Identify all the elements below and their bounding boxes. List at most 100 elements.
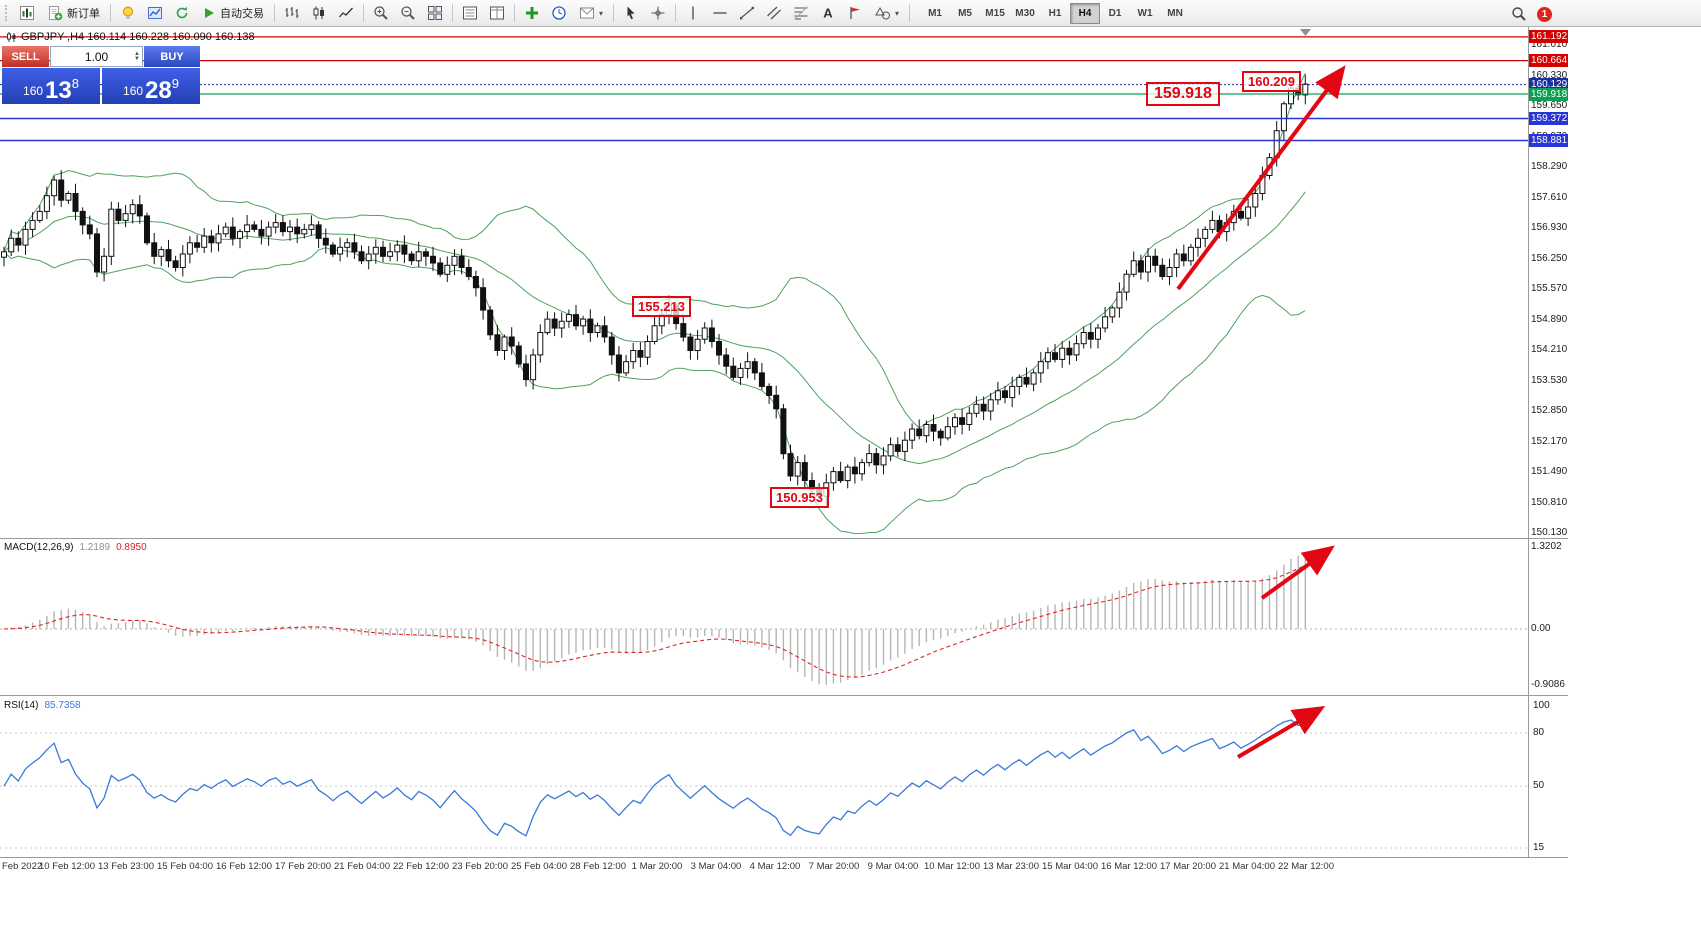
fibonacci-tool[interactable] <box>788 1 814 25</box>
tile-windows-button[interactable] <box>422 1 448 25</box>
chevron-down-icon: ▾ <box>895 8 900 18</box>
candlestick-chart-button[interactable] <box>306 1 332 25</box>
add-indicator-button[interactable] <box>519 1 545 25</box>
timeframe-h1[interactable]: H1 <box>1048 7 1062 19</box>
toolbar-separator <box>363 4 364 22</box>
sell-price-fraction: 8 <box>71 76 79 91</box>
clock-icon <box>552 6 566 20</box>
crosshair-button[interactable] <box>645 1 671 25</box>
toolbar-separator <box>909 4 911 22</box>
channel-icon <box>767 6 781 20</box>
macd-indicator-label: MACD(12,26,9) 1.2189 0.8950 <box>4 542 147 553</box>
sell-button[interactable]: SELL <box>2 46 49 67</box>
sell-price-button[interactable]: 160 13 8 <box>2 68 100 104</box>
svg-text:A: A <box>823 6 833 21</box>
refresh-button[interactable] <box>169 1 195 25</box>
main-price-pane[interactable] <box>1 72 1309 535</box>
zoom-in-icon <box>374 6 388 20</box>
data-window-button[interactable] <box>484 1 510 25</box>
timeframe-m1[interactable]: M1 <box>928 7 942 19</box>
line-chart-button[interactable] <box>333 1 359 25</box>
shapes-icon <box>875 6 891 20</box>
chart-icon <box>7 32 16 42</box>
sell-price-pips: 13 <box>45 76 72 104</box>
vertical-line-icon <box>692 6 694 20</box>
rsi-indicator-label: RSI(14) 85.7358 <box>4 700 81 711</box>
sell-price-prefix: 160 <box>23 84 44 98</box>
volume-input[interactable]: 1.00 ▲ ▼ <box>50 46 143 67</box>
lightbulb-button[interactable] <box>115 1 141 25</box>
auto-trading-label: 自动交易 <box>220 8 264 20</box>
channel-tool[interactable] <box>761 1 787 25</box>
volume-value: 1.00 <box>84 49 109 64</box>
templates-icon <box>580 7 594 19</box>
new-chart-button[interactable] <box>14 1 40 25</box>
line-chart-icon <box>339 7 353 18</box>
new-order-icon <box>49 6 63 21</box>
macd-pane[interactable] <box>0 553 1528 685</box>
bar-chart-icon <box>285 7 299 18</box>
zoom-in-button[interactable] <box>368 1 394 25</box>
new-chart-icon <box>20 6 34 20</box>
data-window-icon <box>490 6 504 20</box>
rsi-value: 85.7358 <box>44 700 81 711</box>
templates-button[interactable]: ▾ <box>573 1 609 25</box>
rsi-name: RSI(14) <box>4 700 39 711</box>
trend-arrows[interactable] <box>1176 65 1346 759</box>
play-icon <box>205 8 214 18</box>
buy-price-fraction: 9 <box>171 76 179 91</box>
vertical-line-tool[interactable] <box>680 1 706 25</box>
refresh-icon <box>176 6 188 19</box>
volume-spinner[interactable]: ▲ ▼ <box>134 47 140 66</box>
pane-separators[interactable] <box>0 27 1568 858</box>
timeframe-d1[interactable]: D1 <box>1108 7 1122 19</box>
timeframe-m5[interactable]: M5 <box>958 7 972 19</box>
toolbar-grip[interactable] <box>5 5 10 21</box>
toolbar-separator <box>110 4 111 22</box>
spinner-up-icon[interactable]: ▲ <box>134 50 140 57</box>
rsi-pane[interactable] <box>0 719 1528 849</box>
chart-shift-marker[interactable] <box>1300 29 1311 36</box>
crosshair-icon <box>651 6 665 20</box>
indicators-window-icon <box>463 6 477 20</box>
label-tool[interactable] <box>842 1 868 25</box>
main-toolbar: 新订单 自动交易 ▾ A ▾ M1 M5 M15 M30 H1 H4 D1 W1 MN <box>0 0 1701 27</box>
timeframe-w1[interactable]: W1 <box>1137 7 1153 19</box>
auto-trading-button[interactable]: 自动交易 <box>196 1 270 25</box>
buy-price-button[interactable]: 160 28 9 <box>102 68 200 104</box>
horizontal-line-icon <box>713 12 727 14</box>
timeframe-mn[interactable]: MN <box>1167 7 1183 19</box>
chevron-down-icon: ▾ <box>599 8 604 18</box>
bar-chart-button[interactable] <box>279 1 305 25</box>
macd-main-value: 1.2189 <box>79 542 111 553</box>
text-tool[interactable]: A <box>815 1 841 25</box>
buy-button[interactable]: BUY <box>144 46 200 67</box>
spinner-down-icon[interactable]: ▼ <box>134 55 140 62</box>
tile-windows-icon <box>428 6 442 20</box>
timeframe-m30[interactable]: M30 <box>1015 7 1035 19</box>
trendline-icon <box>740 6 755 20</box>
zoom-out-button[interactable] <box>395 1 421 25</box>
trendline-tool[interactable] <box>734 1 760 25</box>
zoom-out-icon <box>401 6 415 20</box>
new-order-button[interactable]: 新订单 <box>41 1 106 25</box>
text-icon: A <box>823 6 833 21</box>
horizontal-line-tool[interactable] <box>707 1 733 25</box>
chart-panel-icon <box>148 7 162 19</box>
lightbulb-icon <box>123 6 133 19</box>
symbol-ohlc-line: GBPJPY-,H4 160.114 160.228 160.090 160.1… <box>5 31 255 43</box>
chart-panel-button[interactable] <box>142 1 168 25</box>
period-selector-button[interactable] <box>546 1 572 25</box>
cursor-button[interactable] <box>618 1 644 25</box>
search-button[interactable] <box>1506 2 1532 26</box>
macd-name: MACD(12,26,9) <box>4 542 74 553</box>
toolbar-separator <box>452 4 453 22</box>
timeframe-m15[interactable]: M15 <box>985 7 1005 19</box>
notification-badge[interactable]: 1 <box>1537 6 1552 22</box>
timeframe-h4[interactable]: H4 <box>1070 2 1101 24</box>
cursor-icon <box>627 6 635 20</box>
indicators-window-button[interactable] <box>457 1 483 25</box>
shapes-tool[interactable]: ▾ <box>869 1 905 25</box>
